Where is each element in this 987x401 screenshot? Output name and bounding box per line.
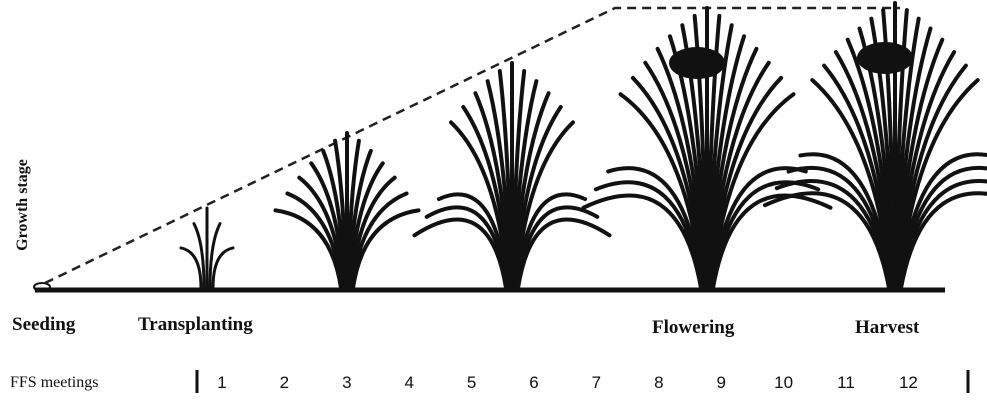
meeting-number: 12 [899,373,918,392]
growth-diagram: Growth stage Seeding Transplanting Flowe… [0,0,987,401]
meeting-number: 7 [592,373,601,392]
meeting-number: 4 [404,373,413,392]
meeting-number: 1 [217,373,226,392]
plant [276,133,419,288]
stage-label: Flowering [652,317,735,338]
stage-label: Seeding [12,314,76,335]
growth-curve [45,8,900,283]
panicle [857,42,913,74]
meeting-number: 5 [467,373,476,392]
meeting-number: 6 [529,373,538,392]
meetings-label: FFS meetings [10,374,98,391]
panicle [669,47,725,79]
stage-label: Transplanting [138,314,253,335]
leaf [194,224,204,288]
meeting-number: 10 [774,373,793,392]
leaf [213,248,233,288]
leaf [210,224,220,288]
plant [181,208,233,288]
plant [415,63,610,288]
meeting-number: 11 [837,373,855,392]
meeting-number: 8 [654,373,663,392]
meeting-number: 3 [342,373,351,392]
plant [765,3,987,288]
meeting-number: 2 [280,373,289,392]
stage-label: Harvest [855,317,920,338]
axis-label: Growth stage [14,159,31,251]
plant [584,8,831,288]
leaf [181,248,201,288]
meeting-number: 9 [716,373,725,392]
